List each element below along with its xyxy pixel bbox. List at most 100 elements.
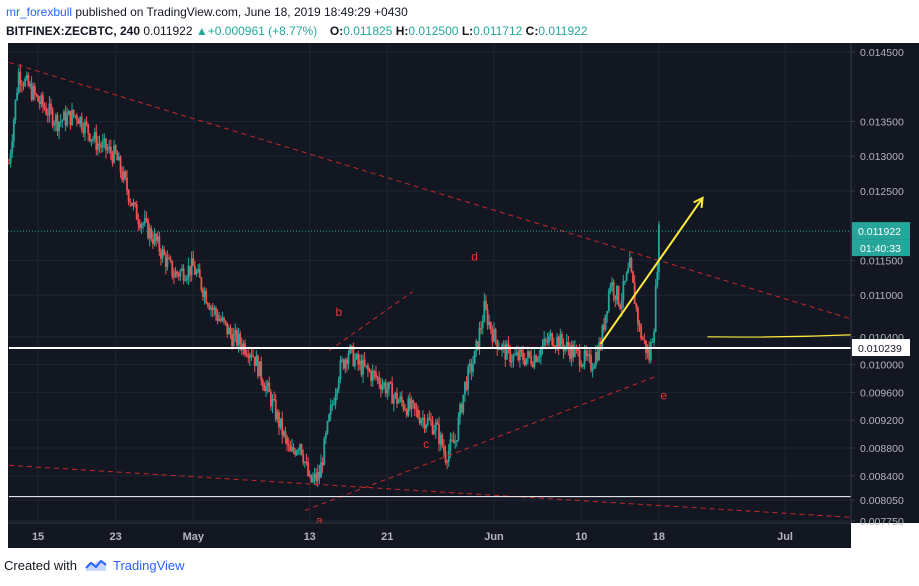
candle-body — [63, 111, 65, 121]
candle-body — [658, 224, 660, 273]
candle-body — [310, 474, 313, 482]
candle-body — [313, 473, 316, 478]
candle-body — [354, 358, 356, 367]
candle-body — [139, 223, 141, 228]
candle-body — [646, 349, 649, 354]
candle-body — [617, 286, 620, 305]
candle-body — [257, 355, 259, 377]
y-tick-label: 0.010000 — [860, 360, 904, 372]
y-tick-label: 0.011000 — [860, 290, 903, 302]
candle-body — [418, 417, 421, 424]
candle-body — [126, 177, 128, 191]
candle-body — [51, 109, 54, 126]
candle-body — [376, 377, 379, 379]
candle-body — [252, 355, 255, 357]
candle-body — [342, 359, 345, 369]
x-tick-label: May — [183, 531, 205, 543]
candle-body — [71, 109, 73, 125]
candle-body — [455, 440, 458, 442]
candle-body — [454, 441, 457, 444]
candle-body — [565, 341, 568, 347]
candle-body — [583, 350, 586, 365]
candle-body — [520, 349, 523, 353]
candle-body — [69, 111, 72, 125]
candle-body — [223, 317, 225, 321]
candle-body — [420, 419, 423, 424]
time-axis[interactable] — [8, 523, 851, 548]
candle-body — [386, 389, 389, 394]
candle-body — [106, 149, 109, 151]
candle-body — [179, 270, 182, 277]
candle-body — [171, 260, 174, 277]
candle-body — [362, 359, 364, 375]
candle-body — [397, 400, 400, 404]
candle-body — [85, 121, 88, 125]
candle-body — [210, 307, 212, 310]
candle-body — [423, 417, 426, 429]
candle-body — [483, 300, 486, 322]
candle-body — [58, 122, 60, 132]
candle-body — [98, 143, 101, 146]
candle-body — [345, 359, 348, 364]
candle-body — [457, 417, 460, 441]
price-axis[interactable] — [851, 43, 919, 523]
candle-body — [266, 382, 269, 386]
candle-body — [260, 361, 263, 381]
candle-body — [234, 330, 237, 335]
candle-body — [237, 333, 240, 346]
candle-body — [544, 339, 547, 341]
candle-body — [56, 115, 59, 132]
candle-body — [525, 358, 528, 365]
time-axis-labels: 15 23 May 13 21 Jun 10 18 Jul — [32, 531, 793, 543]
candle-body — [297, 449, 300, 451]
candle-body — [441, 434, 444, 447]
price-badges: 0.011922 01:40:33 0.010239 — [8, 222, 910, 357]
candle-body — [637, 307, 639, 324]
candle-body — [118, 156, 120, 161]
candle-body — [580, 365, 583, 367]
candle-body — [570, 344, 573, 359]
candle-body — [603, 325, 605, 330]
published-text: published on TradingView.com, June 18, 2… — [75, 5, 408, 19]
candle-body — [305, 461, 308, 463]
trendline — [8, 464, 853, 518]
candle-body — [334, 394, 337, 404]
candle-body — [585, 350, 588, 357]
candle-body — [134, 202, 136, 205]
candle-body — [515, 352, 518, 355]
candle-body — [572, 344, 575, 357]
author-link[interactable]: mr_forexbull — [6, 5, 73, 19]
candle-body — [643, 339, 646, 341]
candle-body — [389, 382, 392, 384]
candle-body — [16, 93, 18, 100]
candle-body — [29, 83, 31, 86]
candle-body — [368, 370, 371, 372]
candle-body — [30, 83, 33, 100]
candle-body — [328, 414, 330, 422]
candle-body — [54, 115, 57, 124]
open-value: 0.011825 — [343, 24, 393, 38]
candle-body — [87, 124, 90, 134]
candle-body — [35, 94, 38, 96]
candle-body — [620, 300, 623, 309]
candle-body — [462, 394, 465, 413]
candle-body — [216, 314, 219, 321]
candle-body — [46, 114, 49, 116]
wave-label: d — [471, 249, 478, 263]
candle-body — [324, 433, 327, 439]
candle-body — [349, 345, 352, 354]
candle-body — [430, 419, 432, 422]
candle-body — [194, 266, 196, 275]
candle-body — [384, 383, 387, 394]
plot-area[interactable] — [8, 43, 851, 523]
candle-body — [627, 267, 630, 273]
candle-body — [253, 356, 256, 366]
candle-body — [622, 281, 625, 301]
tradingview-brand[interactable]: TradingView — [113, 558, 185, 573]
candle-body — [604, 314, 607, 330]
candle-body — [72, 109, 75, 116]
candle-body — [559, 334, 562, 349]
candle-body — [245, 354, 248, 356]
candle-body — [105, 138, 107, 151]
